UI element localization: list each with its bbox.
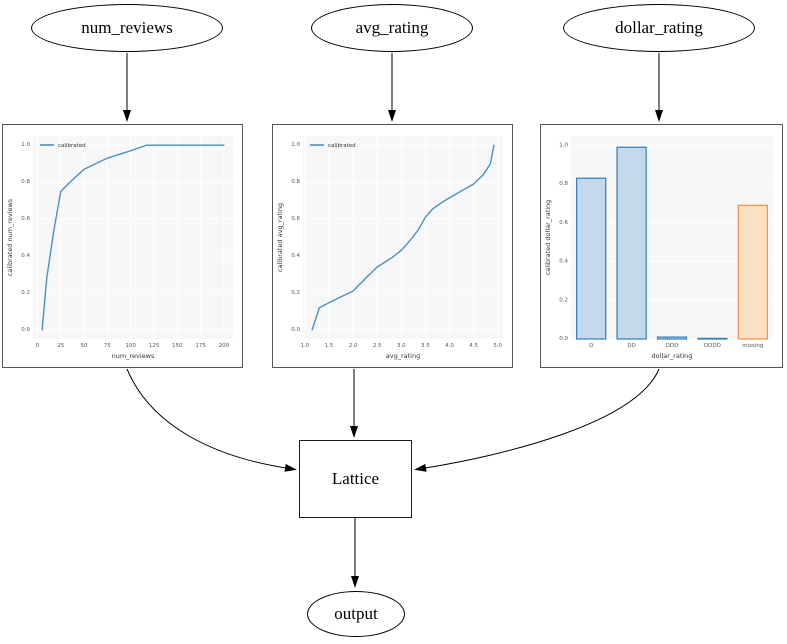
- ytick-label: 0.6: [21, 216, 30, 222]
- ytick-label: 1.0: [21, 142, 30, 148]
- bar-DDD: [656, 336, 688, 340]
- xtick-label: 125: [149, 343, 160, 349]
- node-lattice-label: Lattice: [331, 469, 380, 488]
- ytick-label: 0.4: [291, 253, 300, 259]
- ytick-label: 0.4: [21, 253, 30, 259]
- xtick-label: 75: [104, 343, 111, 349]
- node-avg-rating: avg_rating: [311, 4, 473, 52]
- ytick-label: 0.0: [21, 327, 30, 333]
- ytick-label: 0.8: [291, 179, 300, 185]
- xtick-label: DDD: [666, 343, 679, 349]
- y-axis-label: calibrated avg_rating: [276, 203, 284, 272]
- bar-DD: [616, 146, 647, 340]
- xtick-label: 50: [81, 343, 88, 349]
- xtick-label: 4.5: [469, 343, 478, 349]
- calibration-chart-avg-rating: 0.0 0.2 0.4 0.6 0.8 1.0 1.0 1.5 2.0 2.5 3.0 3.5 4.0 4…: [272, 124, 513, 368]
- plot-area: [303, 136, 503, 339]
- series-line-calibrated: [311, 144, 495, 331]
- node-dollar-rating-label: dollar_rating: [615, 18, 703, 37]
- xtick-label: 1.5: [325, 343, 334, 349]
- xtick-label: 25: [57, 343, 64, 349]
- xtick-label: 3.5: [421, 343, 430, 349]
- xtick-label: 4.0: [445, 343, 454, 349]
- bar-D: [576, 177, 607, 340]
- ytick-label: 0.8: [21, 179, 30, 185]
- x-axis-label: avg_rating: [386, 352, 420, 360]
- y-axis-label: calibrated dollar_rating: [544, 200, 552, 276]
- chart-svg-num_reviews: 0.0 0.2 0.4 0.6 0.8 1.0 0 25 50 75 100 125 150 175 200…: [6, 136, 233, 360]
- ytick-label: 0.2: [559, 297, 568, 303]
- xtick-label: 0: [36, 343, 40, 349]
- node-num-reviews-label: num_reviews: [81, 18, 173, 37]
- node-num-reviews: num_reviews: [31, 4, 223, 52]
- ytick-label: 0.0: [291, 327, 300, 333]
- xtick-label: 150: [172, 343, 183, 349]
- calibration-chart-dollar-rating: 0.0 0.2 0.4 0.6 0.8 1.0 D DD DDD DDDD missing dolla…: [540, 124, 783, 368]
- ytick-label: 0.2: [21, 290, 30, 296]
- ytick-label: 0.0: [559, 336, 568, 342]
- ytick-label: 0.2: [291, 290, 300, 296]
- xtick-label: DDDD: [704, 343, 721, 349]
- ytick-label: 0.6: [559, 220, 568, 226]
- edge-chart3-to-lattice: [414, 368, 660, 472]
- xtick-label: DD: [627, 343, 635, 349]
- calibration-chart-num-reviews: 0.0 0.2 0.4 0.6 0.8 1.0 0 25 50 75 100 125 150 175 200…: [2, 124, 243, 368]
- node-avg-rating-label: avg_rating: [355, 18, 429, 37]
- xtick-label: D: [589, 343, 593, 349]
- edge-chart1-to-lattice: [126, 368, 297, 472]
- x-axis-label: dollar_rating: [652, 352, 693, 360]
- node-output: output: [307, 591, 405, 637]
- ytick-label: 1.0: [559, 142, 568, 148]
- ytick-label: 0.8: [559, 181, 568, 187]
- ytick-label: 0.6: [291, 216, 300, 222]
- xtick-label: 1.0: [301, 343, 310, 349]
- x-axis-label: num_reviews: [112, 352, 155, 360]
- y-axis-label: calibrated num_reviews: [6, 198, 14, 276]
- xtick-label: 3.0: [397, 343, 406, 349]
- node-dollar-rating: dollar_rating: [563, 4, 755, 52]
- legend-label: calibrated: [328, 143, 356, 149]
- bar-DDDD: [697, 337, 728, 340]
- node-output-label: output: [334, 604, 378, 623]
- chart-svg-dollar_rating: 0.00.20.40.60.81.0D DD DDD DDDD missingdolla…: [544, 136, 773, 360]
- legend-label: calibrated: [58, 143, 86, 149]
- xtick-label: 200: [219, 343, 230, 349]
- node-lattice: Lattice: [299, 440, 412, 518]
- ytick-label: 0.4: [559, 259, 568, 265]
- ytick-label: 1.0: [291, 142, 300, 148]
- series-line-calibrated: [41, 144, 225, 331]
- xtick-label: 5.0: [493, 343, 502, 349]
- xtick-label: 175: [195, 343, 206, 349]
- bar-missing: [737, 204, 768, 340]
- xtick-label: 2.5: [373, 343, 382, 349]
- chart-svg-avg_rating: 0.0 0.2 0.4 0.6 0.8 1.0 1.0 1.5 2.0 2.5 3.0 3.5 4.0 4…: [276, 136, 503, 360]
- xtick-label: 2.0: [349, 343, 358, 349]
- xtick-label: 100: [125, 343, 136, 349]
- xtick-label: missing: [742, 343, 763, 349]
- plot-area: [33, 136, 233, 339]
